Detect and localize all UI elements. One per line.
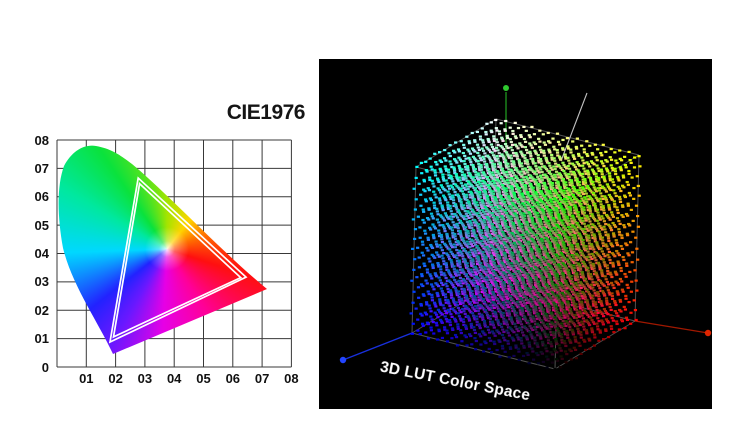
y-tick-label: 06 [34,189,49,205]
cie-plot-area [56,139,292,368]
inner-gamut-triangle [112,182,243,339]
x-tick-label: 06 [225,371,241,386]
x-tick-label: 04 [166,371,182,386]
gamut-triangles [108,176,248,344]
y-tick-label: 03 [34,274,49,290]
x-tick-label: 08 [284,371,299,386]
cie-chromaticity-panel: CIE1976 08 07 06 05 04 03 02 01 0 01 02 03 04 05 06 07 0… [0,0,320,445]
y-tick-label: 05 [34,217,49,233]
x-tick-label: 07 [254,371,270,386]
lut-cube-canvas [319,59,712,409]
y-tick-label: 01 [34,331,49,347]
lut-3d-panel: 3D LUT Color Space [319,59,712,409]
x-tick-label: 03 [137,371,153,386]
y-tick-label: 08 [34,132,49,148]
y-tick-label: 04 [34,246,49,261]
y-tick-label: 02 [34,302,49,318]
cie-chart-title: CIE1976 [226,101,306,124]
x-tick-label: 02 [108,371,123,386]
x-tick-label: 05 [196,371,211,386]
y-tick-label: 0 [41,359,49,375]
x-tick-label: 01 [79,371,94,386]
outer-gamut-triangle [108,176,248,344]
y-tick-label: 07 [34,160,49,176]
